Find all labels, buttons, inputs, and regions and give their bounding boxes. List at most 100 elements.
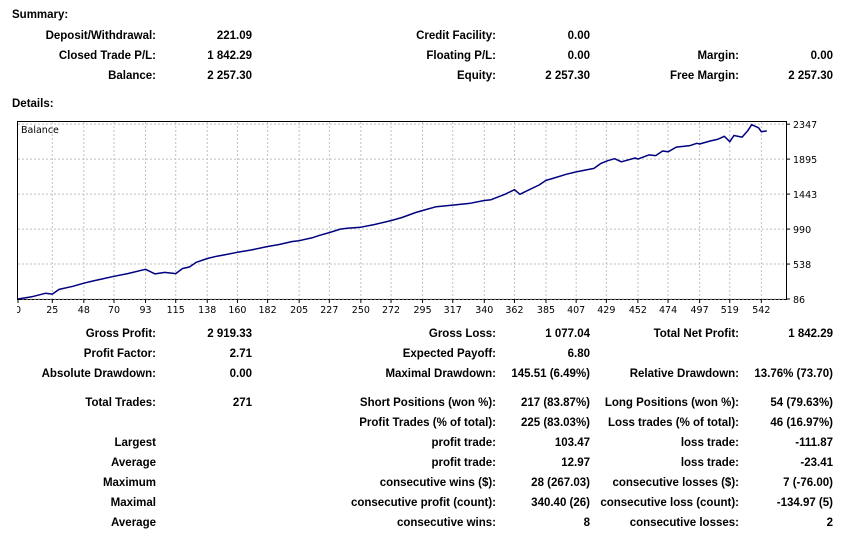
credit-facility-label: Credit Facility: — [416, 30, 496, 42]
largest-profit-trade-label: profit trade: — [431, 437, 496, 449]
average-consecutive-wins-value: 8 — [583, 517, 590, 529]
average-loss-trade-value: -23.41 — [800, 457, 833, 469]
max-consecutive-losses-label: consecutive losses ($): — [612, 477, 739, 489]
row-average-consecutive-label: Average — [111, 517, 156, 529]
y-tick-label: 86 — [793, 295, 805, 306]
free-margin-label: Free Margin: — [669, 70, 739, 82]
x-tick-label: 0 — [17, 305, 21, 316]
absolute-drawdown-value: 0.00 — [229, 368, 252, 380]
absolute-drawdown-label: Absolute Drawdown: — [41, 368, 156, 380]
x-tick-label: 205 — [290, 305, 308, 316]
largest-loss-trade-label: loss trade: — [680, 437, 739, 449]
expected-payoff-label: Expected Payoff: — [402, 348, 496, 360]
maximal-consecutive-profit-value: 340.40 (26) — [531, 497, 590, 509]
row-largest-label: Largest — [114, 437, 156, 449]
x-tick-label: 429 — [597, 305, 615, 316]
balance-chart: Balance 0 25 48 70 93 115 138 160 182 205 227 250 27… — [17, 121, 842, 317]
x-tick-label: 542 — [752, 305, 770, 316]
equity-label: Equity: — [457, 70, 496, 82]
loss-trades-value: 46 (16.97%) — [770, 417, 833, 429]
x-tick-label: 362 — [505, 305, 523, 316]
y-tick-label: 538 — [793, 260, 811, 271]
chart-legend: Balance — [21, 125, 59, 136]
x-tick-label: 48 — [78, 305, 90, 316]
x-tick-label: 227 — [320, 305, 338, 316]
loss-trades-label: Loss trades (% of total): — [608, 417, 739, 429]
x-tick-label: 385 — [537, 305, 555, 316]
short-positions-label: Short Positions (won %): — [359, 397, 496, 409]
x-tick-label: 250 — [352, 305, 370, 316]
average-loss-trade-label: loss trade: — [680, 457, 739, 469]
row-maximal-label: Maximal — [110, 497, 156, 509]
gross-profit-value: 2 919.33 — [207, 328, 252, 340]
x-tick-label: 519 — [721, 305, 739, 316]
largest-loss-trade-value: -111.87 — [795, 437, 833, 449]
series-group — [17, 123, 767, 300]
closed-trade-pl-label: Closed Trade P/L: — [58, 50, 156, 62]
x-tick-label: 138 — [198, 305, 216, 316]
summary-title: Summary: — [12, 9, 69, 21]
y-tick-label: 1895 — [793, 155, 817, 166]
x-tick-label: 182 — [259, 305, 277, 316]
profit-factor-value: 2.71 — [229, 348, 252, 360]
x-tick-label: 272 — [382, 305, 400, 316]
x-tick-label: 70 — [108, 305, 120, 316]
relative-drawdown-label: Relative Drawdown: — [629, 368, 739, 380]
profit-factor-label: Profit Factor: — [83, 348, 156, 360]
long-positions-value: 54 (79.63%) — [770, 397, 833, 409]
average-consecutive-losses-label: consecutive losses: — [629, 517, 739, 529]
gross-profit-label: Gross Profit: — [85, 328, 156, 340]
x-tick-label: 340 — [475, 305, 493, 316]
margin-value: 0.00 — [810, 50, 833, 62]
max-consecutive-losses-value: 7 (-76.00) — [783, 477, 833, 489]
balance-value: 2 257.30 — [207, 70, 252, 82]
x-tick-label: 295 — [414, 305, 432, 316]
row-average-label: Average — [111, 457, 156, 469]
floating-pl-value: 0.00 — [567, 50, 590, 62]
x-tick-label: 25 — [46, 305, 58, 316]
gross-loss-label: Gross Loss: — [428, 328, 496, 340]
x-tick-label: 93 — [139, 305, 151, 316]
relative-drawdown-value: 13.76% (73.70) — [754, 368, 833, 380]
free-margin-value: 2 257.30 — [788, 70, 833, 82]
x-tick-label: 407 — [567, 305, 585, 316]
y-tick-label: 2347 — [793, 121, 817, 131]
total-trades-label: Total Trades: — [85, 397, 156, 409]
closed-trade-pl-value: 1 842.29 — [207, 50, 252, 62]
row-maximum-label: Maximum — [102, 477, 156, 489]
max-consecutive-wins-value: 28 (267.03) — [531, 477, 590, 489]
balance-series-line — [17, 123, 767, 300]
balance-chart-svg: Balance 0 25 48 70 93 115 138 160 182 205 227 250 27… — [17, 121, 817, 316]
x-tick-label: 160 — [228, 305, 246, 316]
average-profit-trade-label: profit trade: — [431, 457, 496, 469]
y-tick-label: 990 — [793, 225, 811, 236]
x-tick-label: 317 — [444, 305, 462, 316]
average-profit-trade-value: 12.97 — [561, 457, 590, 469]
chart-grid — [18, 122, 786, 300]
x-tick-label: 452 — [629, 305, 647, 316]
largest-profit-trade-value: 103.47 — [554, 437, 590, 449]
maximal-consecutive-loss-value: -134.97 (5) — [776, 497, 833, 509]
margin-label: Margin: — [697, 50, 739, 62]
credit-facility-value: 0.00 — [567, 30, 590, 42]
x-tick-label: 474 — [659, 305, 677, 316]
maximal-drawdown-label: Maximal Drawdown: — [385, 368, 496, 380]
equity-value: 2 257.30 — [545, 70, 590, 82]
total-net-profit-value: 1 842.29 — [788, 328, 833, 340]
maximal-drawdown-value: 145.51 (6.49%) — [511, 368, 590, 380]
maximal-consecutive-loss-label: consecutive loss (count): — [600, 497, 739, 509]
x-tick-label: 497 — [691, 305, 709, 316]
short-positions-value: 217 (83.87%) — [520, 397, 590, 409]
max-consecutive-wins-label: consecutive wins ($): — [379, 477, 496, 489]
total-trades-value: 271 — [232, 397, 252, 409]
maximal-consecutive-profit-label: consecutive profit (count): — [350, 497, 496, 509]
y-tick-label: 1443 — [793, 190, 817, 201]
deposit-withdrawal-label: Deposit/Withdrawal: — [45, 30, 156, 42]
profit-trades-label: Profit Trades (% of total): — [359, 417, 496, 429]
total-net-profit-label: Total Net Profit: — [653, 328, 739, 340]
details-title: Details: — [12, 98, 54, 110]
x-tick-label: 115 — [167, 305, 185, 316]
gross-loss-value: 1 077.04 — [545, 328, 590, 340]
x-axis: 0 25 48 70 93 115 138 160 182 205 227 250 272 295 317 3… — [17, 299, 770, 316]
balance-label: Balance: — [108, 70, 156, 82]
